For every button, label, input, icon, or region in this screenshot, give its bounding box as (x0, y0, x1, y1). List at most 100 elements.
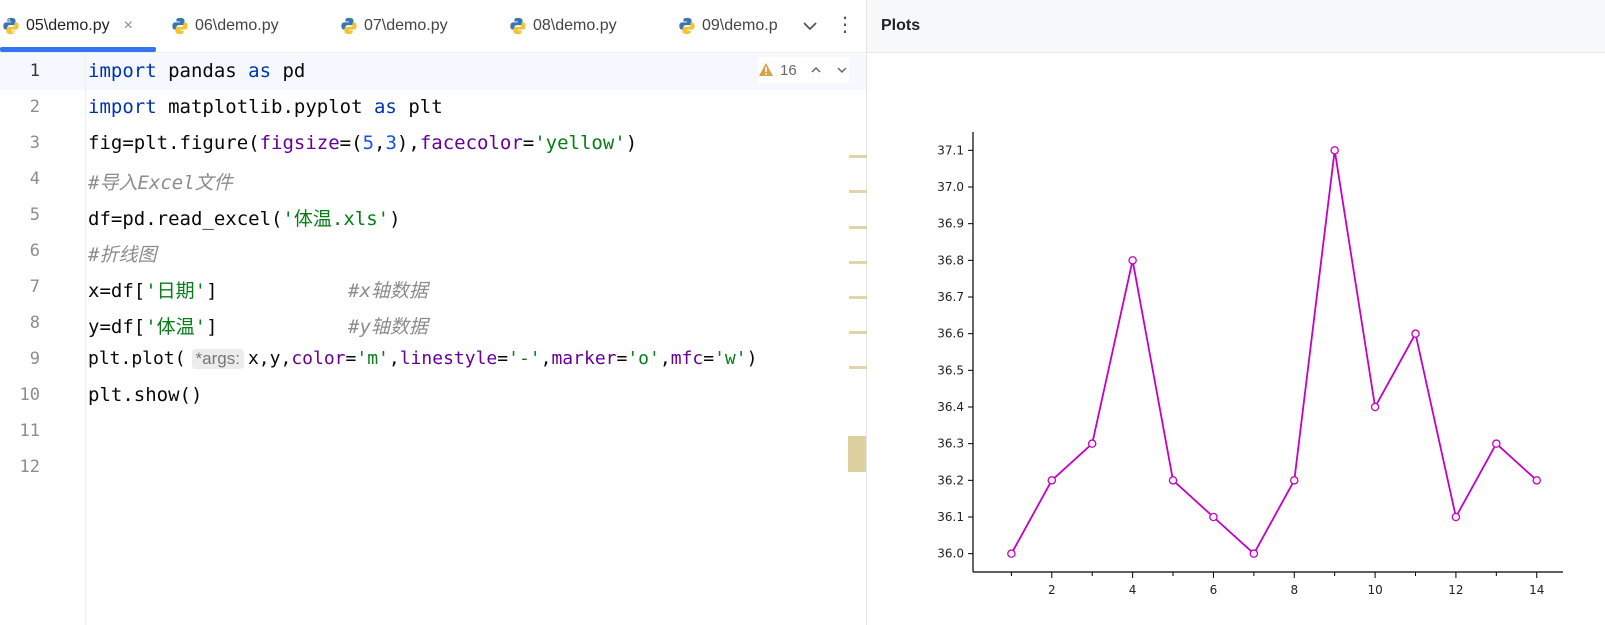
previous-highlight-icon[interactable] (809, 63, 823, 77)
close-tab-icon[interactable]: × (123, 17, 133, 34)
line-number: 11 (19, 421, 40, 441)
tab-list-chevron-icon[interactable] (799, 15, 821, 37)
y-tick-label: 36.4 (937, 400, 964, 414)
x-tick-label: 4 (1129, 583, 1137, 597)
y-tick-label: 36.7 (937, 290, 964, 304)
y-tick-label: 36.0 (937, 547, 964, 561)
more-options-icon[interactable]: ⋮ (835, 14, 855, 36)
y-tick-label: 36.9 (937, 217, 964, 231)
y-tick-label: 37.0 (937, 180, 964, 194)
code-token: figsize (259, 132, 340, 154)
tab-label: 09\demo.p (702, 17, 778, 34)
code-editor[interactable]: 05\demo.py × 06\demo.py 07\demo.py 08\de… (0, 0, 867, 625)
x-tick-label: 12 (1448, 583, 1463, 597)
tab-09-demo[interactable]: 09\demo.p (678, 0, 778, 52)
code-line[interactable]: import matplotlib.pyplot as plt (88, 96, 443, 118)
code-token: marker (551, 348, 617, 369)
plots-header: Plots (867, 0, 1605, 53)
line-number: 3 (29, 133, 40, 153)
code-token: linestyle (399, 348, 498, 369)
scrollbar-warning-marker[interactable] (849, 226, 867, 229)
code-token: df=pd.read_excel( (88, 208, 283, 230)
data-point-marker (1087, 439, 1097, 448)
active-tab-indicator (0, 47, 156, 52)
line-number: 5 (29, 205, 40, 225)
line-chart[interactable]: 36.0 36.1 36.2 36.3 36.4 36.5 36.6 36.7 36.8 36.9… (867, 52, 1605, 625)
code-token: 'o' (627, 348, 660, 369)
code-comment: #x轴数据 (348, 276, 428, 303)
current-line-highlight (0, 54, 866, 90)
code-token: y=df[ (88, 316, 146, 338)
tab-06-demo[interactable]: 06\demo.py (171, 0, 279, 52)
inspection-widget[interactable]: 16 (758, 57, 849, 83)
code-token: =( (339, 132, 363, 154)
scrollbar-warning-marker[interactable] (849, 331, 867, 334)
code-token: = (616, 348, 628, 369)
code-line[interactable]: x=df['日期'] (88, 276, 218, 303)
code-token: 'w' (714, 348, 747, 369)
code-token: = (345, 348, 357, 369)
tab-07-demo[interactable]: 07\demo.py (340, 0, 448, 52)
code-comment: #导入Excel文件 (88, 172, 233, 194)
code-line[interactable]: y=df['体温'] (88, 312, 218, 339)
tab-05-demo[interactable]: 05\demo.py × (2, 0, 133, 52)
line-number: 9 (29, 349, 40, 369)
warning-count: 16 (780, 61, 797, 79)
code-token: as (373, 96, 397, 118)
scrollbar-warning-marker[interactable] (849, 296, 867, 299)
x-tick-label: 10 (1367, 583, 1382, 597)
scrollbar-thumb[interactable] (848, 436, 866, 472)
data-point-marker (1007, 549, 1016, 558)
code-token: , (388, 348, 400, 369)
code-comment: #折线图 (88, 244, 157, 266)
code-token: facecolor (419, 132, 523, 154)
code-line[interactable]: fig=plt.figure(figsize=(5,3),facecolor='… (88, 132, 637, 154)
scrollbar-warning-marker[interactable] (849, 155, 867, 158)
x-tick-label: 2 (1048, 583, 1056, 597)
code-comment: #y轴数据 (348, 312, 428, 339)
y-tick-label: 36.3 (937, 437, 964, 451)
scrollbar-warning-marker[interactable] (849, 261, 867, 264)
code-token: x=df[ (88, 280, 146, 302)
code-line[interactable]: import pandas as pd (88, 60, 305, 82)
scrollbar-warning-marker[interactable] (849, 366, 867, 369)
data-point-marker (1370, 402, 1380, 412)
y-tick-label: 36.8 (937, 253, 964, 267)
scrollbar-warning-marker[interactable] (849, 190, 867, 193)
code-token: ) (389, 208, 401, 230)
python-file-icon (679, 17, 695, 35)
code-token: as (248, 60, 272, 82)
tab-label: 05\demo.py (26, 17, 110, 34)
code-line[interactable]: #折线图 (88, 240, 156, 267)
code-token: matplotlib.pyplot (156, 96, 374, 118)
line-number: 6 (29, 241, 40, 261)
code-token: 3 (385, 132, 397, 154)
series-line (1010, 150, 1538, 556)
tab-08-demo[interactable]: 08\demo.py (509, 0, 617, 52)
code-line[interactable]: df=pd.read_excel('体温.xls') (88, 204, 401, 231)
editor-tab-bar: 05\demo.py × 06\demo.py 07\demo.py 08\de… (0, 0, 866, 53)
line-number: 4 (29, 169, 40, 189)
code-token: import (88, 60, 157, 82)
code-token: x,y, (247, 348, 292, 369)
data-point-marker (1411, 329, 1420, 338)
code-token: , (659, 348, 671, 369)
code-line[interactable]: plt.plot(*args: x,y,color='m',linestyle='… (88, 348, 757, 369)
line-number: 2 (29, 97, 40, 117)
code-token: plt (396, 96, 443, 118)
python-file-icon (341, 17, 357, 35)
y-tick-label: 36.5 (937, 363, 964, 377)
code-token: '体温.xls' (282, 208, 390, 230)
code-line[interactable]: plt.show() (88, 384, 202, 406)
code-comment-text: #x轴数据 (348, 280, 428, 302)
code-token: = (522, 132, 535, 154)
data-point-marker (1168, 476, 1178, 485)
data-point-marker (1451, 512, 1461, 522)
plots-panel: Plots 36.0 36.1 36.2 36.3 36.4 36.5 36.6 36.7 36… (867, 0, 1605, 625)
x-tick-label: 8 (1290, 583, 1298, 597)
line-number: 7 (29, 277, 40, 297)
python-file-icon (510, 17, 526, 35)
code-line[interactable]: #导入Excel文件 (88, 168, 233, 195)
next-highlight-icon[interactable] (835, 63, 849, 77)
tab-label: 06\demo.py (195, 17, 279, 34)
